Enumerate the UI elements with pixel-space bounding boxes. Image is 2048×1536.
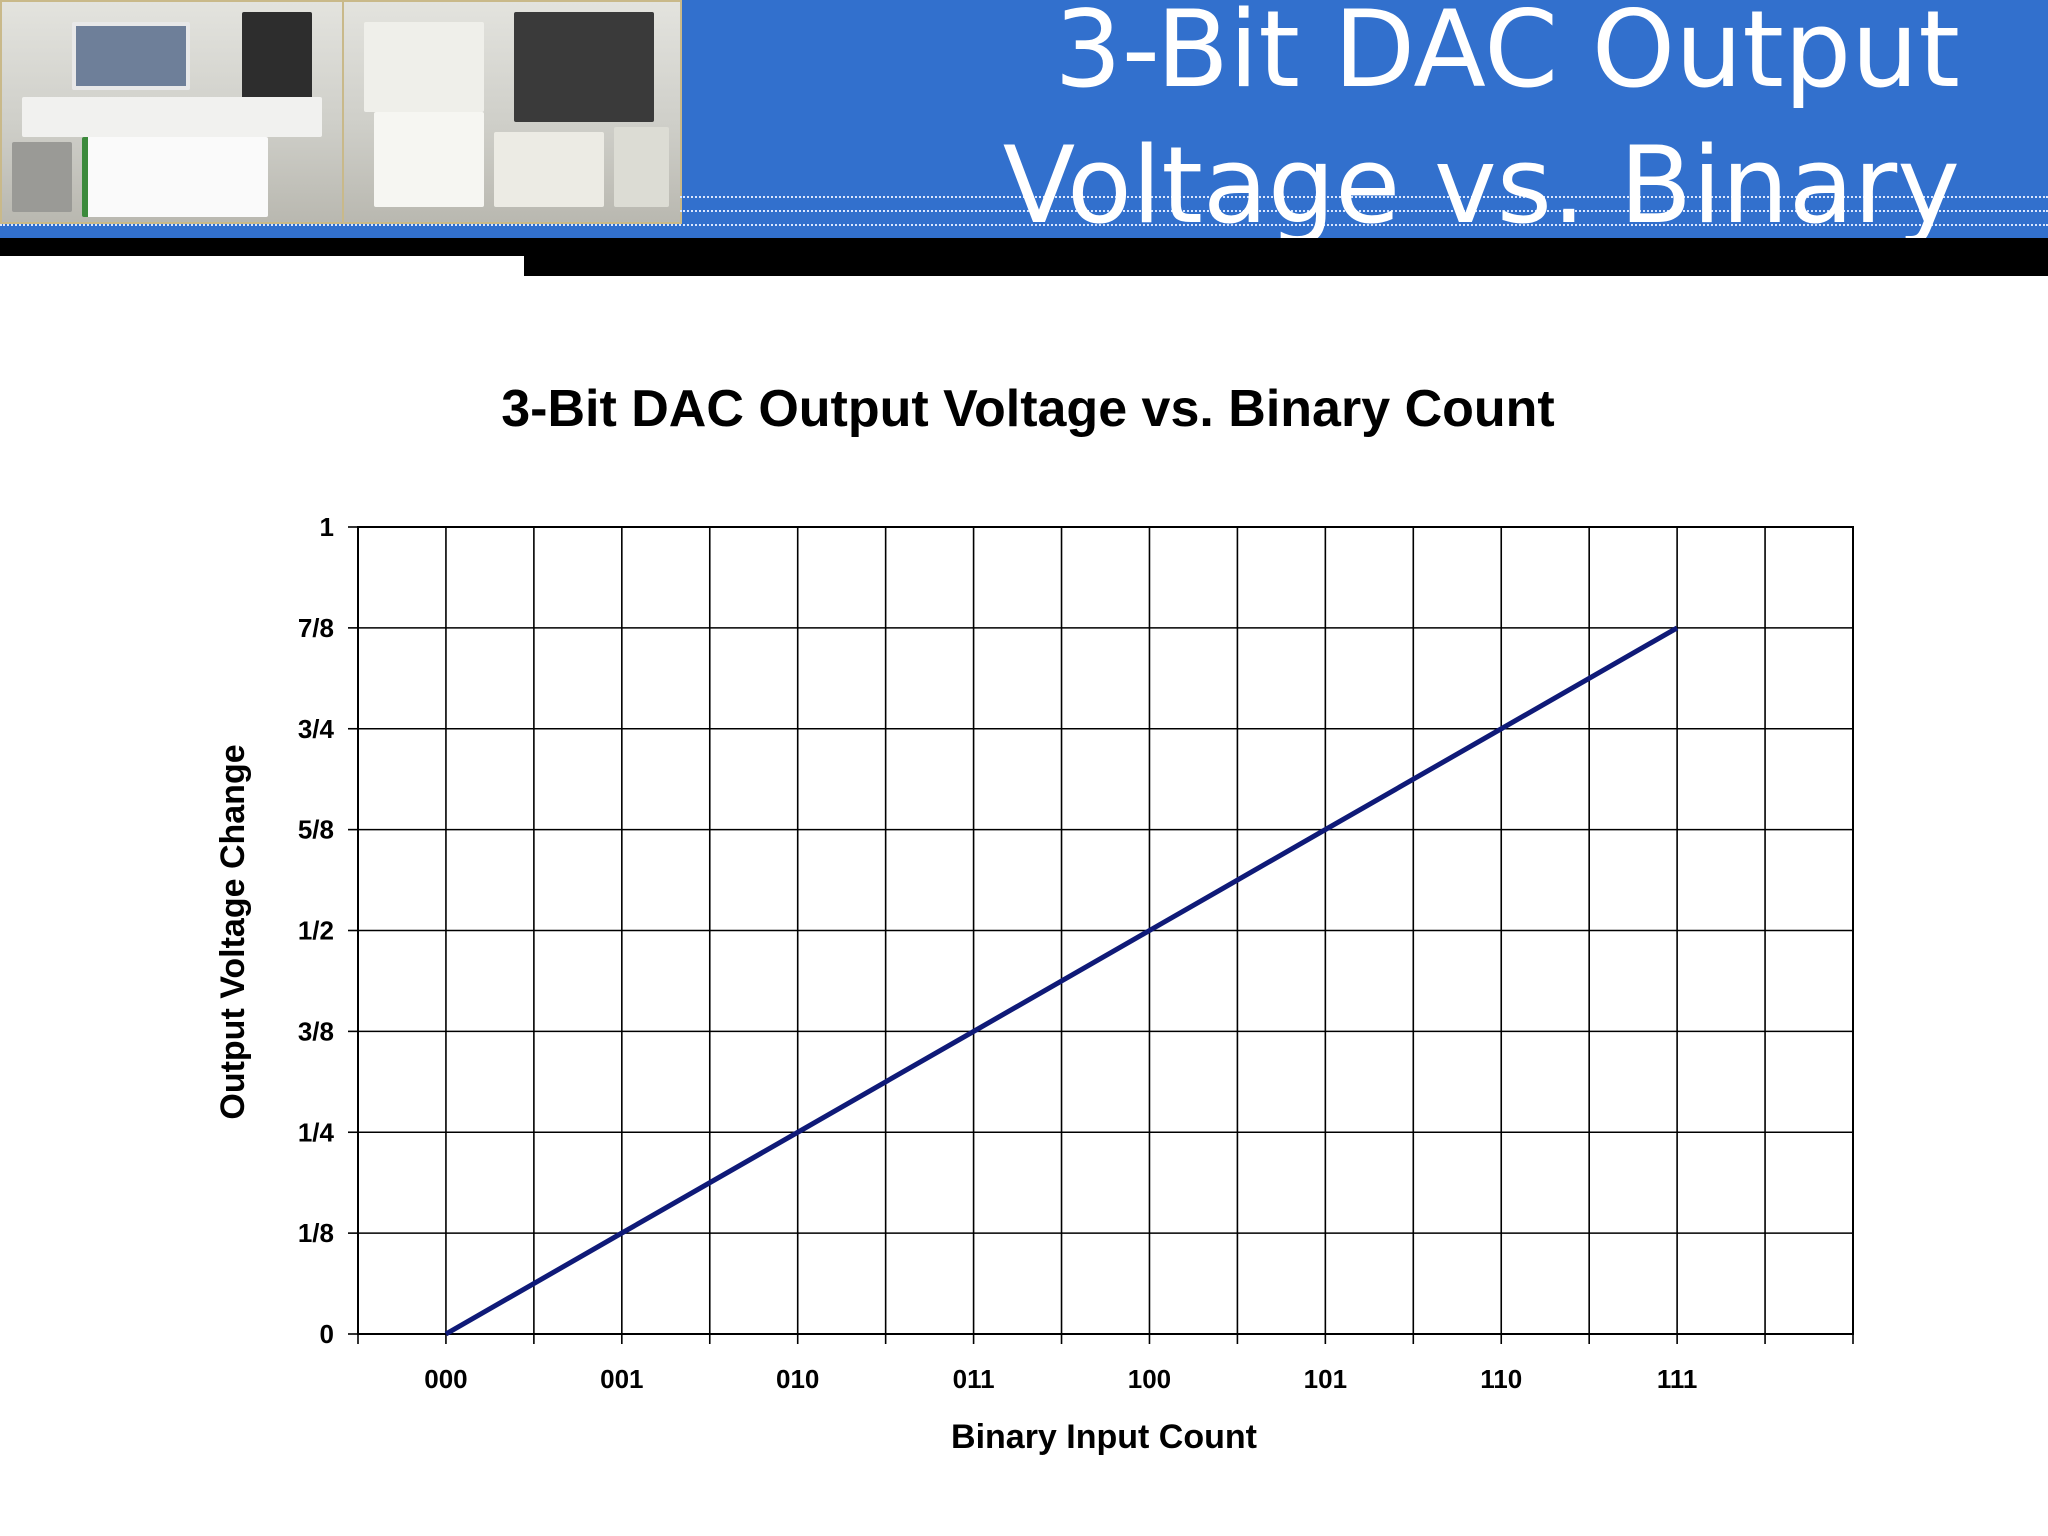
y-tick-label: 3/4 [298,714,335,744]
x-tick-label: 000 [424,1364,467,1394]
x-tick-label: 010 [776,1364,819,1394]
chart-title: 3-Bit DAC Output Voltage vs. Binary Coun… [501,380,1555,438]
y-tick-label: 7/8 [298,613,334,643]
y-tick-label: 1 [320,512,334,542]
x-tick-label: 111 [1657,1364,1698,1394]
y-tick-label: 1/2 [298,916,334,946]
x-tick-label: 001 [600,1364,643,1394]
decorative-dotted-line [680,210,2048,212]
y-tick-label: 5/8 [298,815,334,845]
slide-title-line-2: Voltage vs. Binary [1002,124,1960,238]
chart-series [444,625,1679,1337]
slide-title: 3-Bit DAC Output Voltage vs. Binary [760,0,1960,238]
plc-equipment-photo-1 [0,0,344,224]
y-axis-tick-labels: 0 1/8 1/4 3/8 1/2 5/8 3/4 7/8 1 [298,512,335,1349]
x-tick-label: 110 [1480,1364,1522,1394]
decorative-dotted-line [0,224,2048,226]
chart-ticks [348,526,1854,1344]
plc-equipment-photo-2 [342,0,682,224]
chart-grid [357,526,1854,1335]
y-tick-label: 1/8 [298,1218,334,1248]
header-bar-right [524,238,2048,276]
series-line [444,625,1679,1337]
x-axis-label: Binary Input Count [951,1418,1257,1456]
x-axis-tick-labels: 000 001 010 011 100 101 110 111 [424,1364,1697,1394]
y-tick-label: 3/8 [298,1016,334,1046]
decorative-dotted-line [680,196,2048,198]
y-tick-label: 0 [320,1319,334,1349]
x-tick-label: 101 [1304,1364,1347,1394]
header-banner: 3-Bit DAC Output Voltage vs. Binary [0,0,2048,238]
slide-title-line-1: 3-Bit DAC Output [1054,0,1960,111]
y-tick-label: 1/4 [298,1117,335,1147]
header-bar-left [0,238,524,256]
x-tick-label: 011 [953,1364,995,1394]
y-axis-label: Output Voltage Change [214,744,252,1119]
x-tick-label: 100 [1128,1364,1171,1394]
